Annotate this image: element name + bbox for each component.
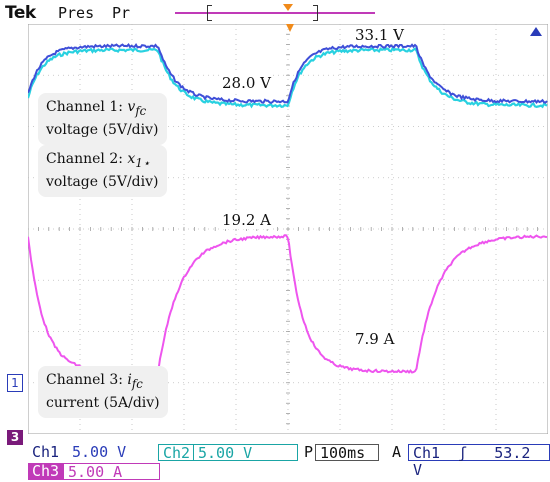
trigger-level-arrow-icon[interactable] <box>530 27 542 36</box>
trigger-settings[interactable]: Ch1 ʃ 53.2 V <box>408 444 550 479</box>
annotation-channel1-sub: fc <box>135 103 147 118</box>
ch1-scale[interactable]: 5.00 V <box>72 443 127 461</box>
acquisition-status: Pres <box>58 4 95 22</box>
acquisition-status-2: Pr <box>112 4 131 22</box>
current-high-readout: 19.2 A <box>220 211 273 229</box>
ch1-trace <box>28 42 548 104</box>
timebase-label: P <box>304 443 314 461</box>
scope-header: Tek Pres Pr <box>0 0 550 24</box>
trigger-time-marker-icon[interactable] <box>286 24 294 32</box>
annotation-channel1: Channel 1: vfc voltage (5V/div) <box>38 93 167 145</box>
annotation-channel1-scale: voltage (5V/div) <box>46 121 159 138</box>
ch3-scale[interactable]: 5.00 A <box>64 463 160 481</box>
record-length-bar <box>175 12 375 14</box>
annotation-channel1-prefix: Channel 1: <box>46 99 128 115</box>
trigger-level: 53.2 V <box>413 444 531 479</box>
ch3-ground-marker[interactable]: 3 <box>7 430 23 445</box>
timebase-value[interactable]: 100ms <box>315 444 379 462</box>
ch1-ground-marker[interactable]: 1 <box>7 374 23 392</box>
annotation-channel1-var: v <box>127 99 136 115</box>
settings-bar: Ch1 5.00 V Ch2 5.00 V P 100ms A Ch1 ʃ 53… <box>0 444 550 482</box>
annotation-channel3: Channel 3: ifc current (5A/div) <box>38 366 168 418</box>
voltage-low-readout: 28.0 V <box>220 74 273 92</box>
trigger-slope-icon: ʃ <box>458 444 468 462</box>
trigger-label: A <box>392 443 402 461</box>
annotation-channel2-var: x <box>127 151 136 167</box>
ch1-label[interactable]: Ch1 <box>32 443 60 461</box>
record-window-right-bracket <box>313 5 318 21</box>
record-window-left-bracket <box>207 5 212 21</box>
trigger-position-icon[interactable] <box>283 4 293 11</box>
annotation-channel2-sub: 1⋆ <box>135 155 151 170</box>
brand-label: Tek <box>5 3 36 23</box>
trigger-source: Ch1 <box>413 444 441 462</box>
annotation-channel3-prefix: Channel 3: <box>46 372 128 388</box>
voltage-high-readout: 33.1 V <box>353 26 406 44</box>
annotation-channel3-scale: current (5A/div) <box>46 394 160 411</box>
ch2-label[interactable]: Ch2 <box>158 444 194 462</box>
annotation-channel3-var: i <box>127 372 132 388</box>
current-low-readout: 7.9 A <box>353 330 397 348</box>
graticule <box>28 24 548 434</box>
annotation-channel2-prefix: Channel 2: <box>46 151 128 167</box>
annotation-channel2: Channel 2: x1⋆ voltage (5V/div) <box>38 145 167 197</box>
annotation-channel2-scale: voltage (5V/div) <box>46 173 159 190</box>
waveform-display <box>28 24 548 434</box>
ch2-trace <box>28 46 548 109</box>
ch2-scale[interactable]: 5.00 V <box>194 444 298 462</box>
ch3-label[interactable]: Ch3 <box>28 463 64 480</box>
annotation-channel3-sub: fc <box>131 376 143 391</box>
